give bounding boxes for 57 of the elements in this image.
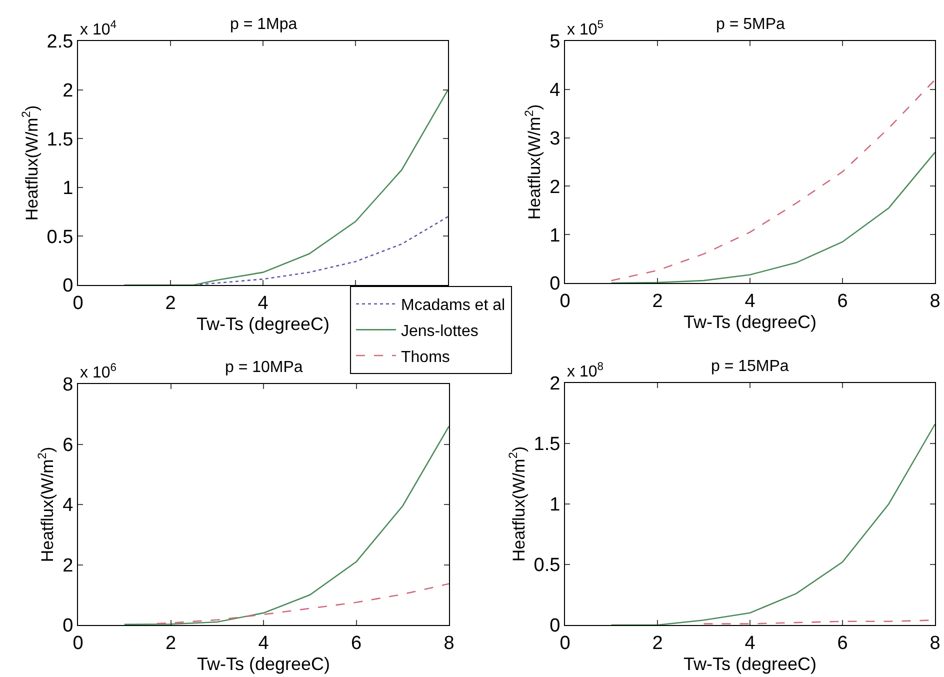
y-tick-label: 0: [550, 616, 560, 637]
y-tick-label: 0: [62, 276, 74, 297]
y-tick-label: 0: [550, 274, 560, 295]
x-tick-label: 2: [165, 632, 176, 654]
y-tick-label: 3: [550, 128, 560, 150]
x-tick-label: 2: [652, 290, 663, 312]
y-tick-label: 5: [550, 32, 560, 53]
y-tick-label: 2.5: [46, 32, 74, 53]
legend-label: Jens-lottes: [401, 322, 478, 340]
x-axis-title: Tw-Ts (degreeC): [683, 654, 817, 674]
x-tick-label: 2: [652, 632, 663, 654]
legend-label: Mcadams et al: [401, 297, 506, 314]
x-axis-title: Tw-Ts (degreeC): [196, 654, 330, 674]
x-tick-label: 4: [258, 632, 270, 654]
text: x 10$^{6}$: [80, 362, 116, 382]
line-series: [124, 426, 449, 625]
y-tick-label: 2: [550, 374, 560, 395]
y-tick-label: 4: [62, 495, 74, 516]
x-axis-title: Tw-Ts (degreeC): [196, 314, 330, 334]
chart-title: p = 15MPa: [711, 358, 789, 375]
x-tick-label: 4: [744, 632, 756, 654]
line-series: [610, 79, 935, 282]
y-tick-label: 0.5: [534, 555, 560, 576]
x-tick-label: 6: [837, 290, 848, 312]
x-tick-label: 4: [744, 290, 756, 312]
y-tick-label: 2: [62, 555, 74, 576]
y-tick-label: 1: [550, 225, 560, 246]
chart-title: p = 1Mpa: [230, 16, 298, 33]
line-series: [610, 152, 935, 283]
y-tick-label: 0.5: [46, 226, 74, 248]
y-tick-label: 1.5: [534, 434, 560, 456]
y-tick-label: 4: [550, 80, 561, 102]
y-tick-label: 8: [62, 374, 74, 396]
chart-title: p = 5MPa: [716, 16, 786, 33]
x-axis-title: Tw-Ts (degreeC): [683, 312, 817, 332]
line-series: [156, 583, 449, 624]
text: x 10$^{5}$: [567, 19, 604, 39]
text: x 10$^{8}$: [567, 361, 604, 381]
x-tick-label: 8: [930, 632, 940, 654]
x-tick-label: 2: [165, 292, 176, 314]
legend-label: Thoms: [401, 348, 450, 366]
x-tick-label: 8: [444, 632, 454, 654]
x-tick-label: 4: [258, 292, 269, 314]
line-series: [610, 423, 935, 625]
y-tick-label: 1: [550, 494, 560, 516]
line-series: [124, 89, 448, 285]
y-tick-label: 2: [62, 80, 74, 102]
y-tick-label: 1.5: [46, 129, 74, 150]
y-tick-label: 2: [550, 176, 560, 198]
x-tick-label: 6: [350, 632, 362, 654]
x-tick-label: 8: [930, 290, 940, 312]
text: x 10$^{4}$: [80, 19, 116, 39]
x-tick-label: 6: [837, 632, 848, 654]
y-tick-label: 1: [62, 178, 74, 200]
y-tick-label: 6: [62, 434, 74, 456]
chart-title: p = 10MPa: [225, 359, 303, 376]
y-tick-label: 0: [62, 616, 74, 637]
